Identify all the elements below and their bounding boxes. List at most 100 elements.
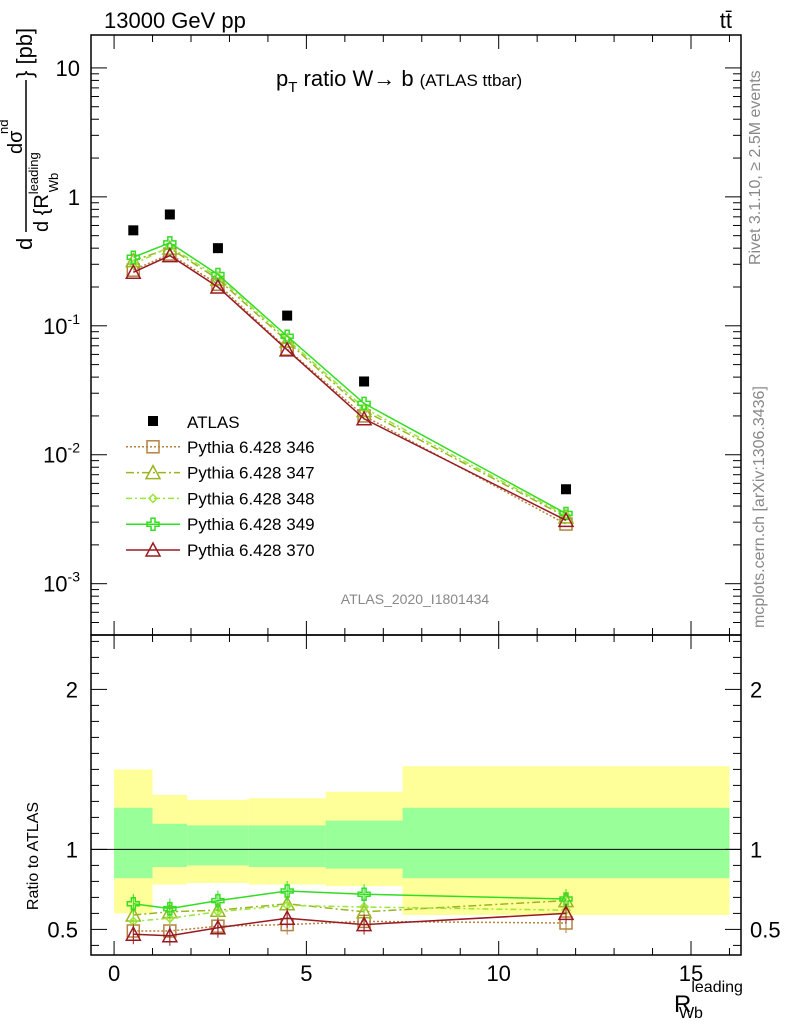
ratio-y-tick-label-right: 0.5 [750, 917, 781, 942]
atlas-point [282, 310, 293, 321]
ratio-y-tick-label-left: 2 [66, 677, 78, 702]
legend-label: Pythia 6.428 348 [187, 489, 315, 508]
series-point [559, 506, 573, 521]
plot-title: pT ratio W→ b (ATLAS ttbar) [276, 66, 522, 96]
ratio-series [125, 881, 575, 946]
atlas-point [128, 225, 139, 236]
series-point [280, 329, 294, 343]
series-point [357, 396, 371, 411]
atlas-point [359, 376, 370, 387]
series-point [278, 332, 296, 348]
ratio-frame [90, 634, 742, 956]
ratio-point [355, 916, 373, 932]
green-band [152, 823, 188, 867]
green-band [248, 825, 326, 867]
ratio-y-tick-label-left: 1 [66, 837, 78, 862]
ratio-point [212, 906, 223, 917]
legend-marker [144, 541, 162, 557]
svg-text:dσ: dσ [5, 130, 27, 154]
mcplots-label: mcplots.cern.ch [arXiv:1306.3436] [751, 386, 768, 628]
ratio-y-axis-label: Ratio to ATLAS [25, 802, 42, 910]
upper-y-tick-label: 10-3 [43, 569, 80, 597]
atlas-point [212, 243, 223, 254]
upper-y-tick-label: 10-2 [43, 440, 80, 468]
legend-entry-4: Pythia 6.428 349 [126, 515, 315, 534]
ratio-uncertainty-bands [91, 766, 741, 915]
ratio-point [161, 927, 179, 943]
series-point [125, 263, 142, 280]
series-point [355, 410, 373, 426]
legend-marker [146, 517, 160, 531]
upper-y-tick-label: 1 [68, 185, 80, 210]
process-label: tt̄ [720, 8, 732, 33]
series-5 [125, 247, 575, 528]
green-band [325, 820, 403, 869]
ratio-point [280, 884, 294, 898]
ratio-line [133, 920, 567, 932]
legend: ATLAS Pythia 6.428 346 Pythia 6.428 347 Pyt… [126, 413, 315, 560]
legend-label: Pythia 6.428 370 [187, 541, 315, 560]
legend-label: Pythia 6.428 346 [187, 438, 315, 457]
upper-y-tick-label: 10 [56, 56, 80, 81]
svg-text:d: d [12, 238, 37, 250]
series-point [163, 236, 177, 250]
ratio-point [125, 925, 142, 941]
axis-tick-labels: 0 5 10 15 10-3 10-2 10-1 1 10 0.5 0.5 1 1 2 2 [43, 56, 781, 986]
axis-ticks [91, 35, 741, 955]
ratio-point [278, 909, 296, 925]
ratio-point [209, 919, 227, 935]
rivet-label: Rivet 3.1.10, ≥ 2.5M events [747, 70, 764, 265]
upper-series [125, 236, 575, 531]
legend-marker [144, 464, 162, 480]
ratio-point [357, 887, 371, 901]
upper-y-tick-label: 10-1 [43, 311, 80, 339]
x-axis-label: Rleading Wb [674, 979, 743, 1022]
series-point [211, 267, 225, 282]
ratio-point [211, 893, 225, 908]
atlas-point [561, 484, 571, 495]
ratio-line [133, 899, 567, 916]
legend-entry-3: Pythia 6.428 348 [126, 489, 315, 508]
x-tick-label: 5 [300, 961, 312, 986]
svg-text:nd: nd [0, 120, 11, 134]
ratio-point [164, 913, 175, 924]
legend-marker [146, 440, 160, 454]
series-line [132, 245, 567, 516]
ratio-line [133, 904, 567, 923]
legend-entry-5: Pythia 6.428 370 [126, 541, 315, 560]
legend-label: ATLAS [187, 413, 240, 432]
series-point [209, 278, 227, 294]
upper-y-axis-label: d dσ nd d {Rleading Wb } [pb] [0, 28, 61, 250]
ratio-y-tick-label-right: 1 [750, 837, 762, 862]
ratio-point [557, 904, 575, 921]
ratio-point [359, 901, 370, 913]
atlas-point [164, 209, 175, 220]
x-tick-label: 15 [679, 961, 703, 986]
ratio-line [133, 912, 567, 937]
legend-marker [148, 416, 158, 426]
green-band [187, 825, 249, 866]
ratio-point [126, 897, 141, 911]
legend-label: Pythia 6.428 347 [187, 464, 315, 483]
ratio-series-5 [125, 903, 575, 946]
green-band [114, 807, 153, 879]
x-tick-label: 0 [108, 961, 120, 986]
ratio-point [559, 892, 573, 906]
ratio-y-tick-label-right: 2 [750, 677, 762, 702]
series-point [557, 511, 575, 528]
energy-label: 13000 GeV pp [104, 8, 246, 33]
ratio-series-1 [126, 911, 573, 941]
legend-marker [147, 493, 159, 504]
ratio-series-4 [126, 881, 573, 919]
legend-entry-atlas: ATLAS [148, 413, 240, 432]
green-band [402, 807, 730, 879]
series-point [161, 247, 179, 263]
ratio-point [163, 901, 177, 916]
svg-text:} [pb]: } [pb] [12, 28, 37, 78]
atlas-data-points [128, 209, 571, 495]
series-point [126, 250, 141, 265]
series-line [133, 253, 567, 525]
series-4 [126, 236, 573, 521]
plot-frames [90, 34, 742, 956]
